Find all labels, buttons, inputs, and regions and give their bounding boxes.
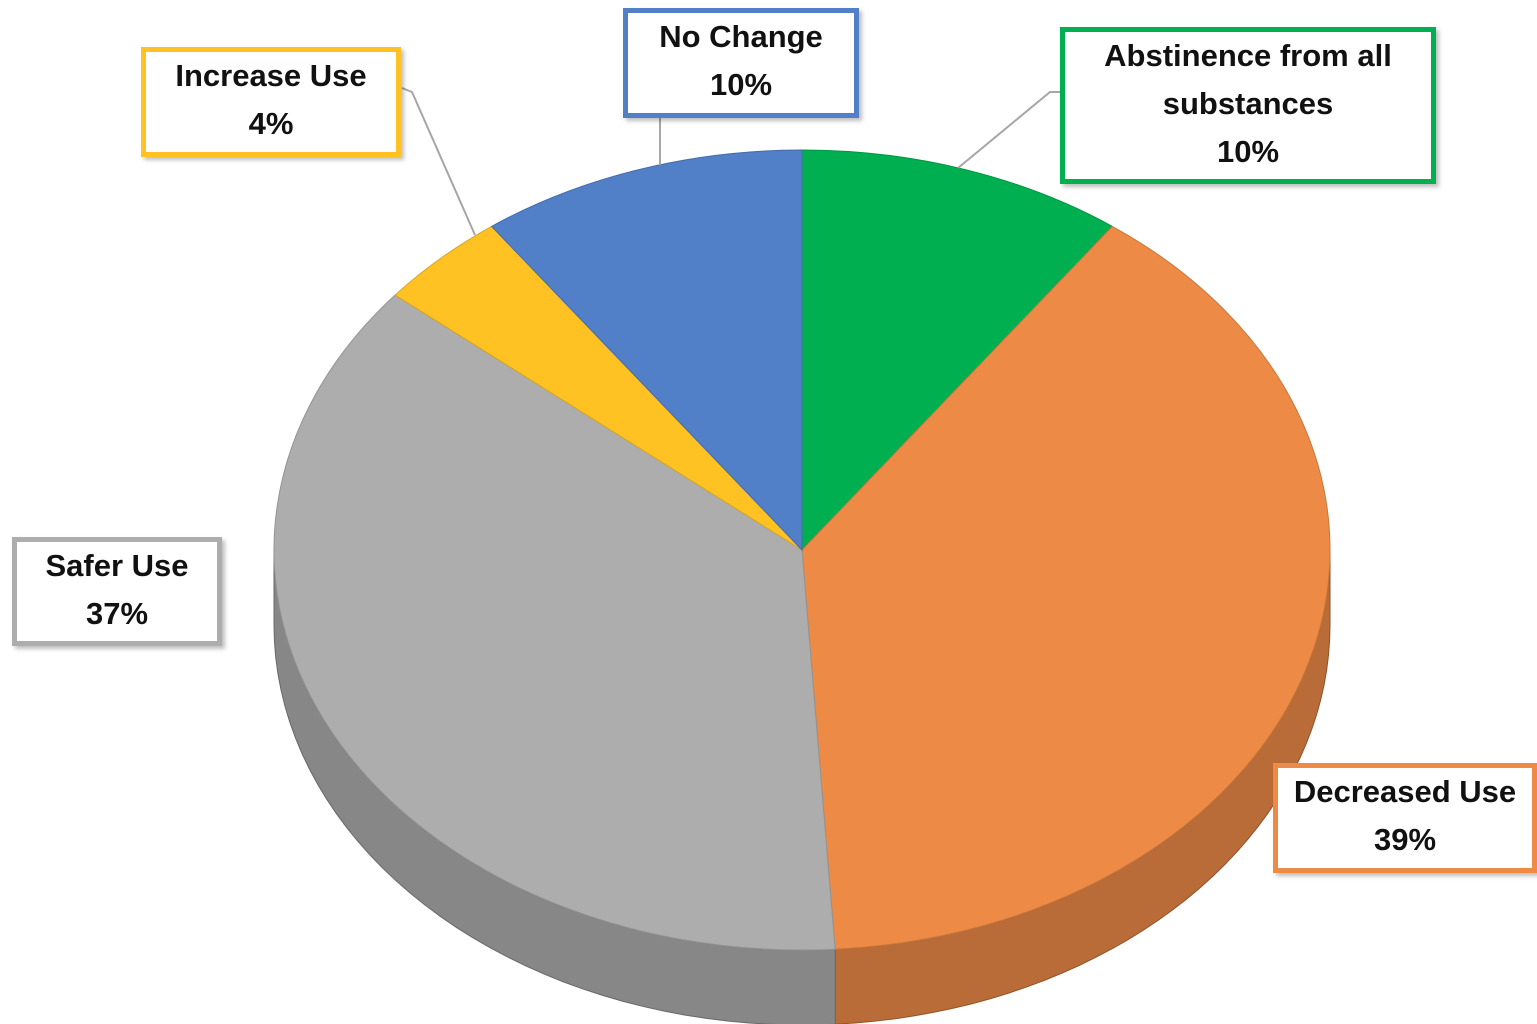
- data-label: No Change 10%: [623, 8, 859, 118]
- slice: [801, 225, 1331, 950]
- leader-lines: [401, 87, 1060, 236]
- data-label: Increase Use 4%: [141, 47, 401, 157]
- label-category: Safer Use: [45, 548, 189, 583]
- slice: [490, 149, 803, 552]
- leader-line: [401, 87, 476, 236]
- label-value: 10%: [709, 67, 773, 102]
- label-value: 4%: [248, 106, 294, 141]
- leader-line: [957, 91, 1060, 169]
- label-value: 37%: [85, 596, 149, 631]
- label-value: 10%: [1216, 134, 1280, 169]
- label-value: 39%: [1373, 822, 1437, 857]
- data-label: Decreased Use 39%: [1273, 763, 1537, 873]
- label-category: Abstinence from all substances: [1104, 38, 1392, 121]
- slice: [801, 149, 1114, 552]
- slice: [273, 294, 836, 951]
- data-label: Abstinence from all substances 10%: [1060, 27, 1436, 184]
- label-category: Decreased Use: [1293, 774, 1517, 809]
- label-category: Increase Use: [175, 58, 367, 93]
- label-category: No Change: [659, 19, 823, 54]
- data-label: Safer Use 37%: [12, 537, 222, 646]
